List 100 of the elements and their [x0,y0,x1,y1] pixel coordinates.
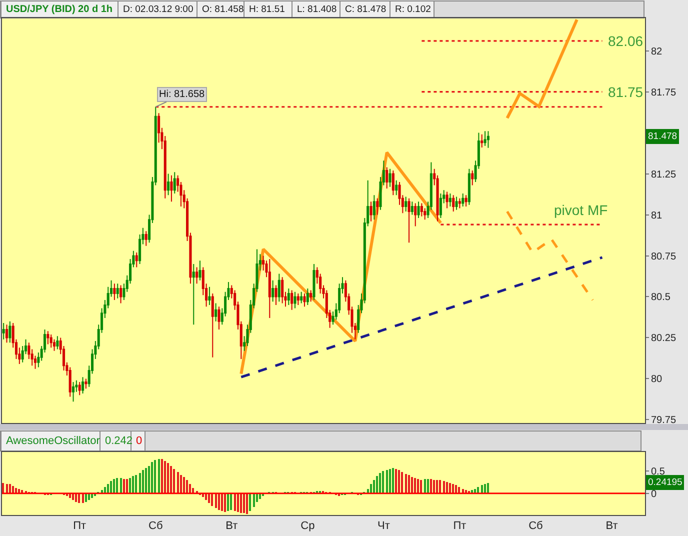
bar [376,476,378,493]
candlestick [268,258,271,319]
bar [455,485,457,493]
bar [414,478,416,493]
y-tick-label: 82 [651,46,663,58]
bar [211,493,213,506]
candlestick [218,306,220,330]
bar [189,484,191,493]
candlestick [303,292,306,308]
candlestick [198,260,202,281]
candlestick [296,292,300,306]
bar [161,459,163,493]
candlestick [439,192,442,219]
bar [481,485,483,493]
bar [82,493,84,503]
candlestick [468,168,470,206]
candlestick [214,302,218,322]
bar [227,493,229,511]
bar [443,481,445,493]
y-tick-label: 80.25 [651,333,676,344]
candlestick [120,284,122,304]
candlestick [408,198,410,244]
bar [386,470,388,493]
x-tick-label: Чт [377,520,390,532]
bar [392,468,394,493]
candlestick [78,382,81,396]
candlestick [464,194,468,208]
y-tick-label: 0.5 [651,466,666,478]
candlestick [294,291,296,309]
candlestick [274,284,278,306]
candlestick [471,170,474,186]
x-tick-label: Вт [606,520,618,532]
candlestick [452,194,455,212]
bar [116,478,118,493]
bar [373,480,375,493]
candlestick [376,198,379,216]
candlestick [56,336,59,350]
y-tick-label: 81.75 [651,87,676,98]
line-series [506,18,578,120]
bar [477,487,479,493]
bar [6,484,8,493]
bar [221,493,223,511]
bar [237,493,239,512]
bar [113,479,115,493]
bar [452,484,454,493]
bar [446,482,448,493]
bar [370,484,372,493]
candlestick [272,280,274,302]
bar [249,493,251,511]
bar [417,479,419,493]
bar [408,475,410,493]
candlestick [135,252,138,268]
candlestick [446,191,448,209]
bar [208,493,210,503]
bar [186,480,188,493]
bar [154,460,156,493]
bar [139,473,141,493]
bar [78,493,80,503]
candlestick [395,180,398,196]
bar [395,469,397,493]
text: 0.242 [105,435,133,447]
candlestick [417,201,420,219]
candlestick [113,283,116,301]
candlestick [462,192,464,208]
candlestick [68,366,72,398]
candlestick [458,198,461,209]
y-tick-label: 80 [651,374,663,386]
candlestick [5,324,8,344]
x-tick-label: Вт [226,520,238,532]
bar [2,483,4,493]
bar [151,462,153,493]
text: H: 81.51 [249,4,285,15]
text: R: 0.102 [395,4,431,15]
annotation: 82.06 [608,33,644,49]
candlestick [167,173,170,196]
candlestick [300,291,303,304]
candlestick [484,130,486,146]
bar [9,484,11,493]
bar [110,481,112,493]
candlestick [46,330,50,345]
text: D: 02.03.12 9:00 [123,4,194,15]
bar [439,480,441,493]
x-tick-label: Пт [73,520,86,532]
bar [129,478,131,493]
bar [183,477,185,493]
candlestick [84,378,88,390]
candlestick [404,196,408,212]
bar [484,484,486,493]
bar [230,493,232,510]
candlestick [455,196,458,210]
y-tick-label: 81 [651,210,663,222]
bar [215,493,217,508]
candlestick [306,288,309,306]
candlestick [144,230,148,246]
candlestick [420,202,423,217]
annotation: Hi: 81.658 [159,89,206,100]
text: C: 81.478 [345,4,386,15]
bar [424,479,426,493]
candlestick [448,192,452,208]
x-tick-label: Пт [453,520,466,532]
